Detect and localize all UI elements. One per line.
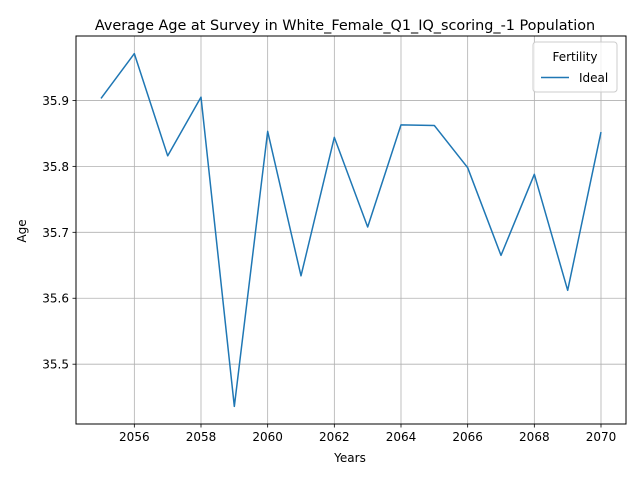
y-tick-label: 35.9 bbox=[42, 94, 69, 108]
x-tick-label: 2068 bbox=[519, 430, 550, 444]
y-tick-label: 35.8 bbox=[42, 160, 69, 174]
y-axis-label: Age bbox=[15, 219, 29, 242]
legend-label-ideal: Ideal bbox=[579, 71, 608, 85]
y-tick-label: 35.7 bbox=[42, 226, 69, 240]
x-tick-label: 2056 bbox=[119, 430, 150, 444]
y-tick-label: 35.5 bbox=[42, 358, 69, 372]
legend: Fertility Ideal bbox=[532, 41, 618, 93]
plot-background bbox=[76, 36, 626, 424]
x-tick-label: 2062 bbox=[319, 430, 350, 444]
x-tick-label: 2070 bbox=[586, 430, 617, 444]
legend-title: Fertility bbox=[552, 50, 597, 64]
chart-title: Average Age at Survey in White_Female_Q1… bbox=[95, 18, 595, 34]
series-line-ideal bbox=[100, 52, 602, 408]
legend-box bbox=[532, 41, 618, 93]
x-axis-label: Years bbox=[333, 451, 366, 465]
plot-frame bbox=[75, 35, 627, 425]
y-tick-label: 35.6 bbox=[42, 292, 69, 306]
x-axis: 2056 2058 2060 2062 2064 2066 2068 2070 bbox=[119, 424, 616, 444]
y-axis: 35.5 35.6 35.7 35.8 35.9 bbox=[42, 94, 76, 372]
plot-area bbox=[75, 35, 627, 425]
series-layer bbox=[100, 52, 602, 408]
x-tick-label: 2064 bbox=[386, 430, 417, 444]
x-tick-label: 2058 bbox=[186, 430, 217, 444]
x-tick-label: 2066 bbox=[452, 430, 483, 444]
grid-lines bbox=[76, 36, 626, 424]
x-tick-label: 2060 bbox=[252, 430, 283, 444]
